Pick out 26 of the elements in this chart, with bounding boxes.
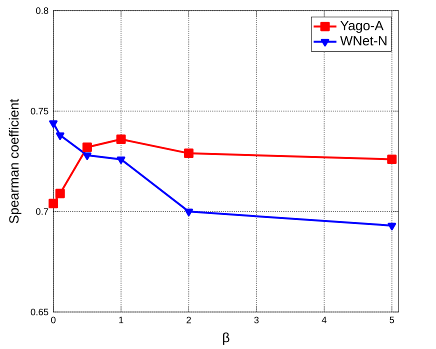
point [387,154,397,164]
y-tick-label: 0.7 [36,208,48,215]
point [184,208,193,216]
x-tick-label: 4 [322,316,327,323]
legend-label: Yago-A [340,20,384,33]
point [49,120,58,128]
point [48,198,58,208]
point [116,134,126,144]
point [82,142,92,152]
point [184,148,194,158]
point [82,152,92,160]
y-tick-label: 0.75 [30,108,48,114]
y-axis-title: Spearman coefficient [8,98,22,224]
y-tick-label: 0.8 [36,7,48,14]
y-tick-label: 0.65 [30,308,48,316]
point [56,132,64,140]
point [388,222,396,230]
legend-label: WNet-N [340,36,386,46]
x-tick-label: 5 [390,316,394,324]
point [116,156,126,164]
x-tick-label: 0 [51,316,56,324]
x-tick-label: 3 [254,316,259,324]
x-tick-label: 1 [119,316,124,323]
point [55,188,65,198]
x-axis-title: β [223,332,230,345]
x-tick-label: 2 [186,316,191,324]
